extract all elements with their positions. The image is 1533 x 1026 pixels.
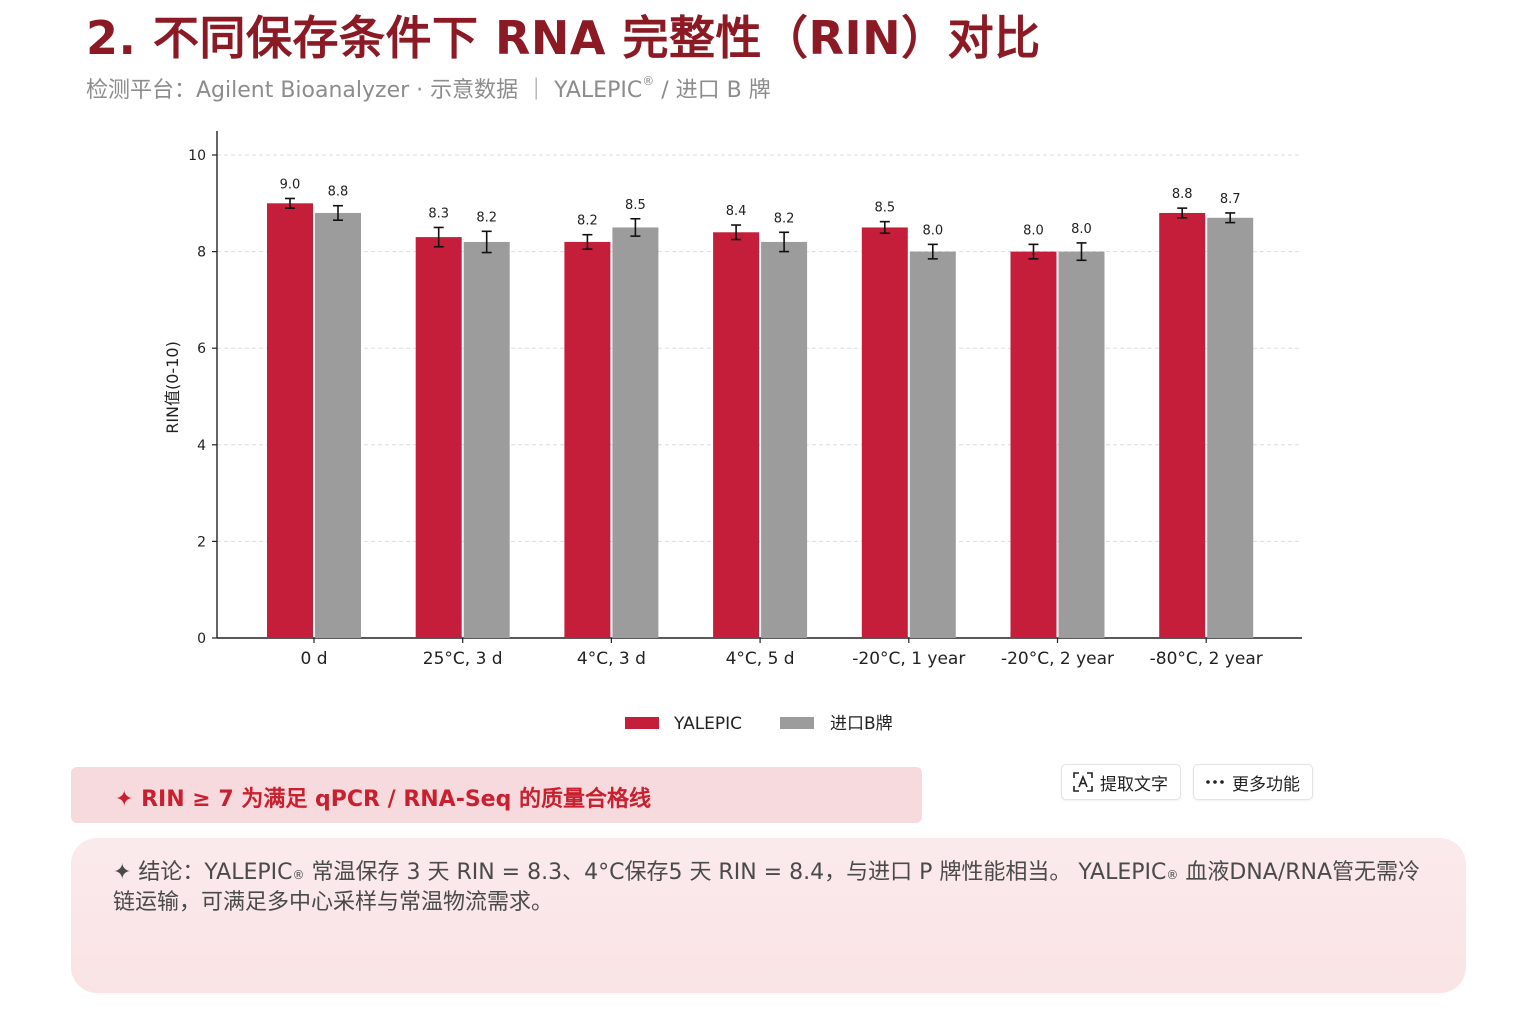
- bar-yalepic: [861, 227, 908, 638]
- text-recognition-icon: [1072, 771, 1094, 793]
- bar-yalepic: [713, 232, 760, 638]
- page-title: 2. 不同保存条件下 RNA 完整性（RIN）对比: [86, 11, 1041, 65]
- y-axis-label: RIN值(0-10): [163, 341, 182, 434]
- data-label: 8.5: [874, 201, 895, 216]
- y-tick-label: 4: [197, 438, 206, 454]
- conclusion-part-1: ✦ 结论：YALEPIC: [113, 860, 293, 885]
- x-tick-label: 4°C, 5 d: [726, 649, 795, 669]
- y-tick-label: 8: [197, 245, 206, 261]
- data-label: 8.2: [774, 211, 795, 226]
- page-subtitle: 检测平台：Agilent Bioanalyzer · 示意数据 ｜ YALEPI…: [86, 72, 771, 104]
- data-label: 8.0: [922, 223, 943, 238]
- x-tick-label: 4°C, 3 d: [577, 649, 646, 669]
- y-tick-label: 0: [197, 631, 206, 647]
- data-label: 8.8: [328, 185, 349, 200]
- data-label: 8.4: [726, 204, 747, 219]
- registered-mark: ®: [642, 74, 655, 88]
- subtitle-prefix: 检测平台：Agilent Bioanalyzer · 示意数据 ｜ YALEPI…: [86, 78, 643, 103]
- legend-swatch-import-b: [780, 717, 814, 729]
- x-tick-label: -20°C, 2 year: [1001, 649, 1114, 669]
- data-label: 8.0: [1023, 223, 1044, 238]
- bar-import-b: [1207, 217, 1254, 639]
- bar-yalepic: [1010, 251, 1057, 638]
- bar-yalepic: [1159, 212, 1206, 638]
- registered-mark: ®: [1166, 868, 1179, 882]
- x-tick-label: 25°C, 3 d: [423, 649, 503, 669]
- conclusion-part-2: 常温保存 3 天 RIN = 8.3、4°C保存5 天 RIN = 8.4，与进…: [304, 860, 1167, 885]
- extract-text-button[interactable]: 提取文字: [1061, 764, 1181, 800]
- x-tick-label: 0 d: [300, 649, 327, 669]
- bar-import-b: [761, 241, 808, 638]
- bar-import-b: [909, 251, 956, 638]
- legend-swatch-yalepic: [625, 717, 659, 729]
- legend-label-yalepic: YALEPIC: [673, 714, 742, 734]
- more-functions-button[interactable]: 更多功能: [1193, 764, 1313, 800]
- quality-note-text: ✦ RIN ≥ 7 为满足 qPCR / RNA-Seq 的质量合格线: [115, 787, 652, 812]
- legend-label-import-b: 进口B牌: [830, 714, 893, 734]
- extract-text-label: 提取文字: [1100, 774, 1168, 795]
- bar-import-b: [612, 227, 659, 638]
- bar-yalepic: [415, 237, 462, 639]
- quality-note: ✦ RIN ≥ 7 为满足 qPCR / RNA-Seq 的质量合格线: [71, 767, 922, 823]
- data-label: 8.7: [1220, 192, 1241, 207]
- data-label: 9.0: [280, 177, 301, 192]
- conclusion-text: ✦ 结论：YALEPIC® 常温保存 3 天 RIN = 8.3、4°C保存5 …: [113, 858, 1433, 918]
- data-label: 8.2: [577, 214, 598, 229]
- x-tick-label: -80°C, 2 year: [1150, 649, 1263, 669]
- data-label: 8.5: [625, 198, 646, 213]
- bar-import-b: [463, 241, 510, 638]
- data-label: 8.0: [1071, 222, 1092, 237]
- more-dots-icon: [1204, 771, 1226, 793]
- bar-import-b: [315, 212, 361, 638]
- bar-chart: 0 2 4 6 8 10 RIN值(0-10) 0 d 9.0 8.8 25°C, 3 d 8.3 8.…: [163, 131, 1302, 734]
- bar-yalepic: [267, 203, 313, 639]
- y-tick-label: 10: [188, 148, 206, 164]
- conclusion-box: ✦ 结论：YALEPIC® 常温保存 3 天 RIN = 8.3、4°C保存5 …: [71, 838, 1466, 993]
- conclusion-part-3: 血液DNA/RNA管无需冷链运输，可满足多中心采样与常温物流需求。: [113, 860, 1421, 915]
- y-tick-label: 6: [197, 341, 206, 357]
- data-label: 8.3: [428, 206, 449, 221]
- more-functions-label: 更多功能: [1232, 774, 1300, 795]
- data-label: 8.8: [1172, 187, 1193, 202]
- y-tick-label: 2: [197, 534, 206, 550]
- data-label: 8.2: [476, 210, 497, 225]
- registered-mark: ®: [292, 868, 305, 882]
- bar-yalepic: [564, 241, 611, 638]
- x-tick-label: -20°C, 1 year: [852, 649, 965, 669]
- bar-import-b: [1058, 251, 1105, 638]
- subtitle-suffix: / 进口 B 牌: [654, 78, 771, 103]
